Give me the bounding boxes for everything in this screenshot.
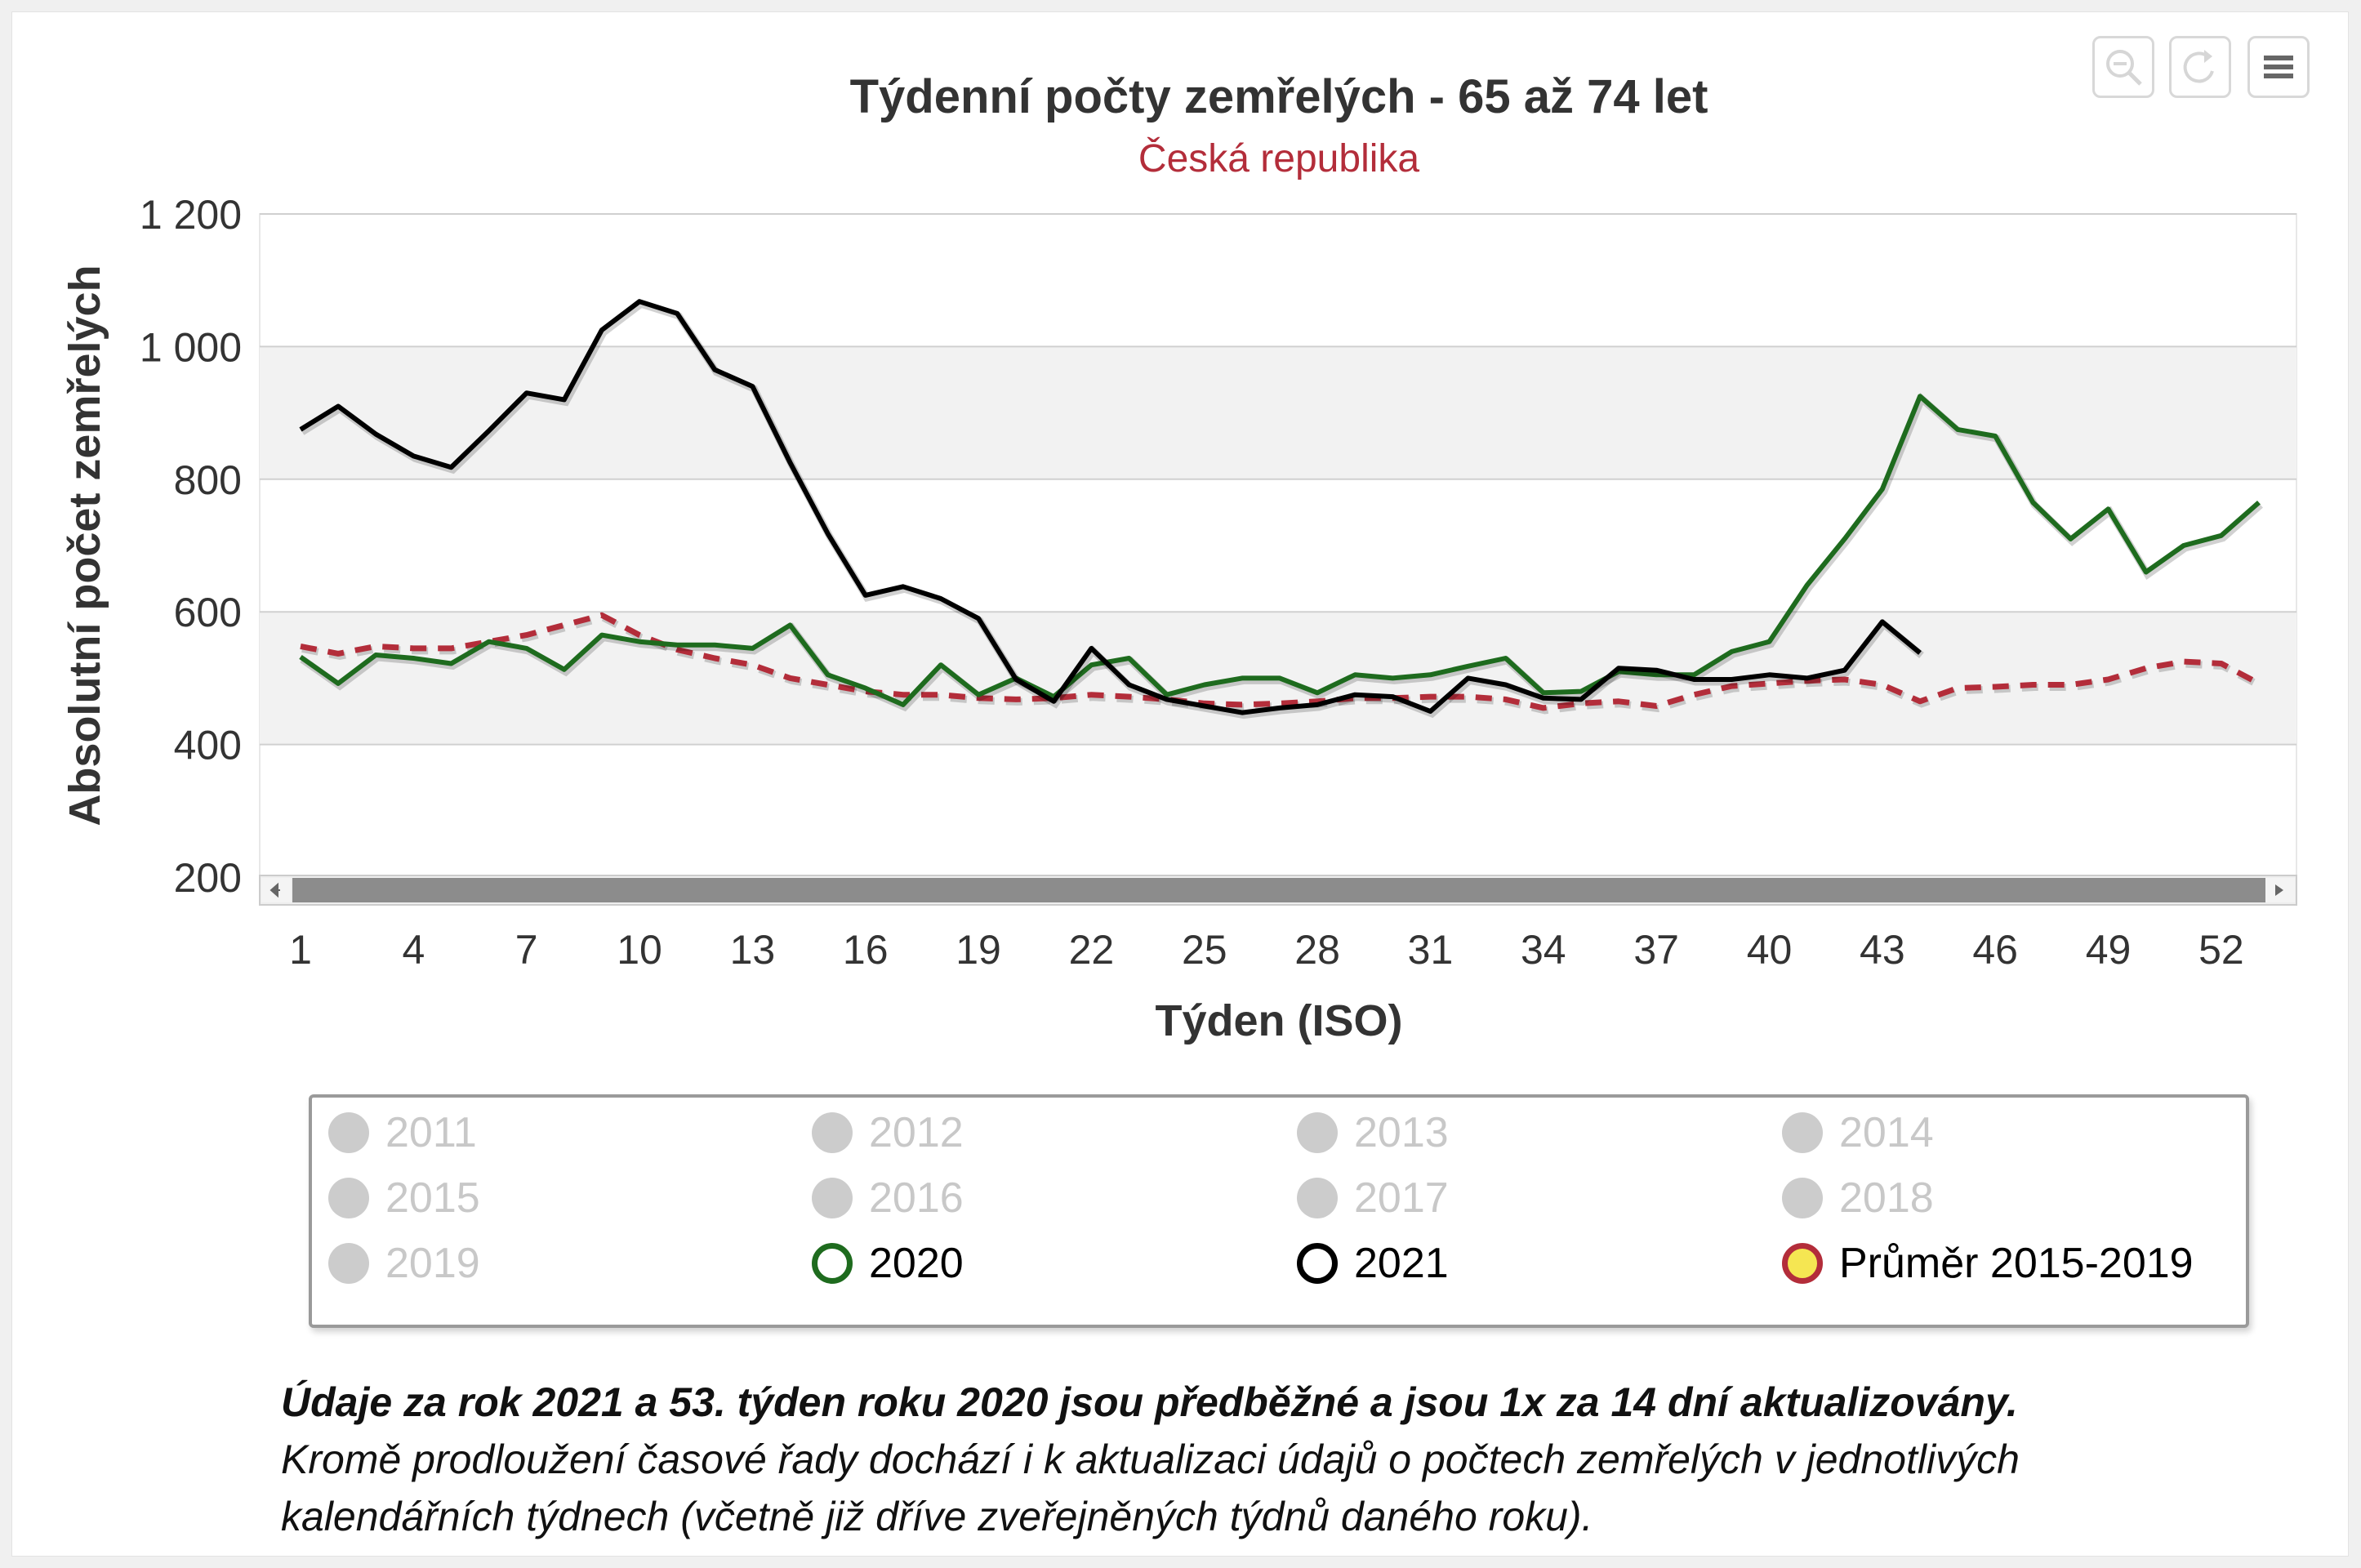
y-tick-label: 1 200	[140, 192, 242, 238]
x-tick-label: 37	[1633, 927, 1679, 973]
context-menu-button[interactable]	[2247, 36, 2310, 98]
x-tick-label: 16	[843, 927, 889, 973]
chart-subtitle: Česká republika	[1138, 136, 1419, 180]
legend-marker-icon	[1782, 1243, 1823, 1284]
legend-item-2021[interactable]: 2021	[1297, 1235, 1449, 1292]
scrollbar-thumb	[292, 878, 2265, 902]
y-tick-label: 400	[174, 723, 242, 768]
legend-marker-icon	[1782, 1178, 1823, 1218]
scrollbar-left-arrow-icon	[270, 882, 280, 898]
x-tick-label: 1	[289, 927, 312, 973]
x-tick-label: 25	[1182, 927, 1227, 973]
note-preliminary: Údaje za rok 2021 a 53. týden roku 2020 …	[281, 1379, 2018, 1425]
legend-label: Průměr 2015-2019	[1839, 1240, 2194, 1287]
legend-label: 2013	[1354, 1109, 1449, 1156]
x-tick-label: 4	[402, 927, 425, 973]
legend-item-2016[interactable]: 2016	[812, 1169, 964, 1227]
legend-label: 2012	[869, 1109, 964, 1156]
legend-label: 2019	[385, 1240, 480, 1287]
x-tick-label: 43	[1860, 927, 1905, 973]
legend-label: 2017	[1354, 1174, 1449, 1222]
legend: 2011 2012 2013 2014 2015 2016 2017 2018 2019 2020…	[309, 1094, 2249, 1328]
legend-marker-icon	[1297, 1243, 1338, 1284]
legend-item-2018[interactable]: 2018	[1782, 1169, 1934, 1227]
legend-marker-icon	[328, 1178, 369, 1218]
plot-area	[259, 213, 2297, 878]
x-axis-title: Týden (ISO)	[1155, 996, 1402, 1045]
plot-band	[260, 346, 2296, 479]
legend-item-2019[interactable]: 2019	[328, 1235, 480, 1292]
legend-marker-icon	[1782, 1112, 1823, 1153]
legend-marker-icon	[328, 1112, 369, 1153]
x-tick-label: 31	[1408, 927, 1454, 973]
legend-marker-icon	[812, 1112, 853, 1153]
legend-label: 2020	[869, 1240, 964, 1287]
legend-marker-icon	[328, 1243, 369, 1284]
legend-label: 2021	[1354, 1240, 1449, 1287]
legend-marker-icon	[812, 1243, 853, 1284]
legend-item-2011[interactable]: 2011	[328, 1104, 477, 1161]
legend-item-2020[interactable]: 2020	[812, 1235, 964, 1292]
x-tick-label: 34	[1521, 927, 1566, 973]
x-tick-label: 40	[1747, 927, 1793, 973]
x-tick-label: 10	[617, 927, 662, 973]
y-axis-title: Absolutní počet zemřelých	[60, 265, 109, 826]
legend-item-2013[interactable]: 2013	[1297, 1104, 1449, 1161]
note-update-line1: Kromě prodloužení časové řady dochází i …	[281, 1437, 2020, 1482]
legend-label: 2015	[385, 1174, 480, 1222]
y-tick-label: 800	[174, 457, 242, 503]
scrollbar-right-arrow-icon	[2275, 884, 2283, 896]
x-tick-label: 22	[1069, 927, 1115, 973]
y-tick-label: 200	[174, 855, 242, 901]
reset-zoom-button[interactable]	[2169, 36, 2231, 98]
series-line-2021	[299, 299, 1922, 715]
legend-item-2015[interactable]: 2015	[328, 1169, 480, 1227]
legend-item-2017[interactable]: 2017	[1297, 1169, 1449, 1227]
legend-marker-icon	[1297, 1112, 1338, 1153]
hamburger-menu-icon	[2264, 56, 2293, 78]
chart-title: Týdenní počty zemřelých - 65 až 74 let	[850, 70, 1708, 123]
x-tick-label: 13	[730, 927, 776, 973]
series-line-pr-m-r-2015-2019	[300, 612, 2261, 711]
reset-icon	[2183, 50, 2214, 83]
x-tick-label: 7	[515, 927, 538, 973]
legend-item-2012[interactable]: 2012	[812, 1104, 964, 1161]
x-tick-label: 19	[956, 927, 1001, 973]
x-tick-label: 52	[2198, 927, 2244, 973]
legend-label: 2018	[1839, 1174, 1934, 1222]
zoom-out-button[interactable]	[2092, 36, 2154, 98]
note-update-line2: kalendářních týdnech (včetně již dříve z…	[281, 1494, 1593, 1539]
legend-label: 2016	[869, 1174, 964, 1222]
x-tick-label: 28	[1294, 927, 1340, 973]
legend-label: 2011	[385, 1109, 477, 1156]
y-tick-label: 600	[174, 590, 242, 635]
series-line-2020	[299, 394, 2261, 707]
magnifier-minus-icon	[2106, 50, 2142, 86]
legend-marker-icon	[1297, 1178, 1338, 1218]
x-tick-label: 46	[1972, 927, 2018, 973]
legend-item-pr-m-r-2015-2019[interactable]: Průměr 2015-2019	[1782, 1235, 2194, 1292]
y-tick-label: 1 000	[140, 324, 242, 370]
x-tick-label: 49	[2086, 927, 2132, 973]
legend-marker-icon	[812, 1178, 853, 1218]
legend-item-2014[interactable]: 2014	[1782, 1104, 1934, 1161]
legend-label: 2014	[1839, 1109, 1934, 1156]
